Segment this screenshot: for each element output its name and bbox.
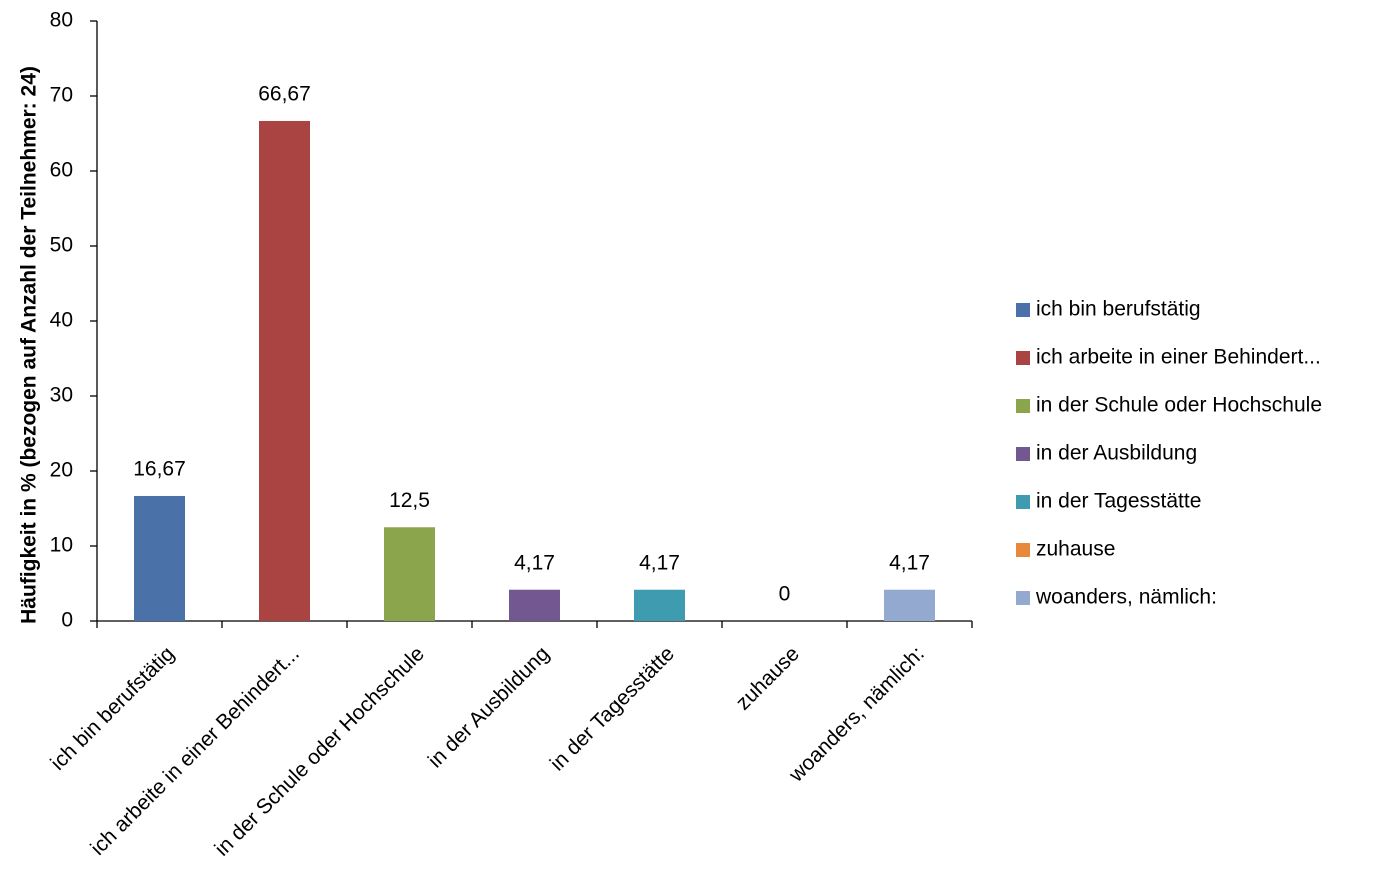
data-label: 4,17 [889, 551, 930, 574]
y-tick-label: 60 [50, 159, 73, 182]
y-tick-label: 10 [50, 534, 73, 557]
bar [384, 527, 435, 621]
x-tick-label: zuhause [732, 642, 804, 714]
legend-swatch [1016, 399, 1030, 413]
x-tick-label: in der Schule oder Hochschule [210, 642, 429, 861]
legend-swatch [1016, 303, 1030, 317]
x-tick-label: ich bin berufstätig [46, 642, 179, 775]
bar [509, 589, 560, 621]
legend-swatch [1016, 495, 1030, 509]
bar [259, 120, 310, 621]
legend-swatch [1016, 591, 1030, 605]
y-tick-label: 40 [50, 309, 73, 332]
y-tick-label: 0 [61, 609, 73, 632]
y-tick-label: 30 [50, 384, 73, 407]
data-label: 66,67 [258, 83, 311, 106]
legend-swatch [1016, 543, 1030, 557]
x-tick-label: in der Ausbildung [424, 642, 554, 772]
y-tick-label: 20 [50, 459, 73, 482]
legend-label: woanders, nämlich: [1035, 586, 1217, 609]
data-label: 16,67 [133, 458, 186, 481]
y-tick-label: 80 [50, 9, 73, 32]
bar [884, 589, 935, 621]
bar [634, 589, 685, 621]
y-tick-label: 70 [50, 84, 73, 107]
legend-swatch [1016, 447, 1030, 461]
y-tick-label: 50 [50, 234, 73, 257]
bar [134, 495, 185, 621]
data-label: 4,17 [514, 551, 555, 574]
data-label: 4,17 [639, 551, 680, 574]
legend-label: ich arbeite in einer Behindert... [1036, 346, 1321, 369]
data-label: 12,5 [389, 489, 430, 512]
x-tick-label: in der Tagesstätte [546, 642, 679, 775]
data-label: 0 [779, 583, 791, 606]
legend-label: ich bin berufstätig [1036, 298, 1201, 321]
legend-label: in der Ausbildung [1036, 442, 1197, 465]
x-tick-label: ich arbeite in einer Behindert... [86, 642, 304, 860]
legend-label: zuhause [1036, 538, 1115, 561]
legend-label: in der Tagesstätte [1036, 490, 1201, 513]
x-tick-label: woanders, nämlich: [784, 642, 929, 787]
legend-label: in der Schule oder Hochschule [1036, 394, 1322, 417]
legend-swatch [1016, 351, 1030, 365]
y-axis-title: Häufigkeit in % (bezogen auf Anzahl der … [18, 66, 41, 624]
